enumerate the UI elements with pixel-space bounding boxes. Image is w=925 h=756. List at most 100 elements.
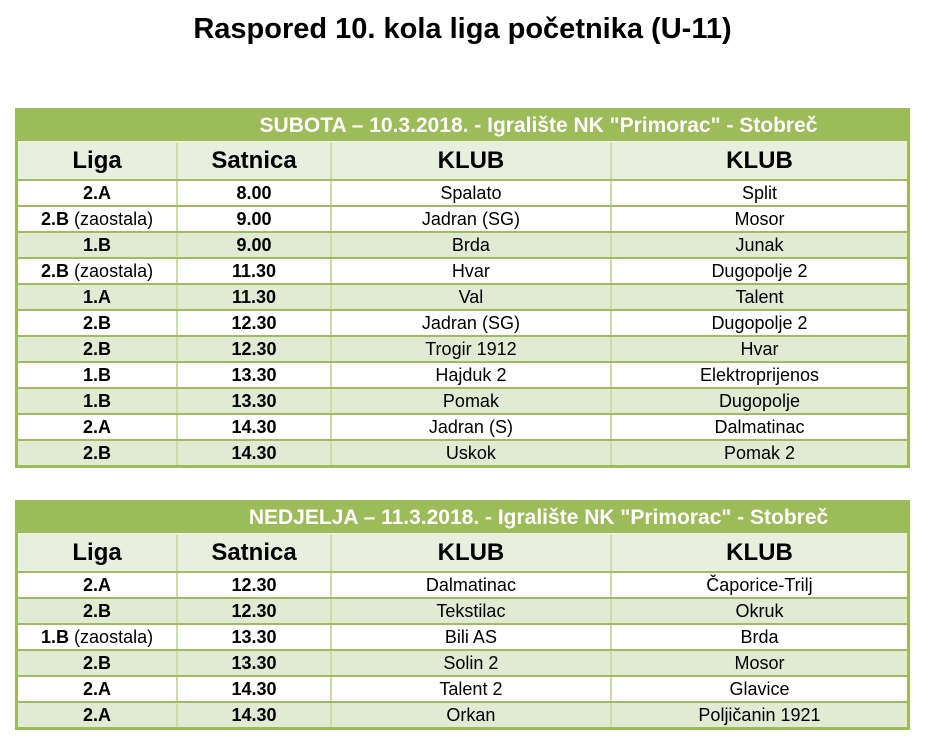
liga-cell: 2.A (18, 676, 179, 703)
schedule-table: NEDJELJA – 11.3.2018. - Igralište NK "Pr… (18, 503, 907, 727)
table-banner-row: NEDJELJA – 11.3.2018. - Igralište NK "Pr… (18, 503, 907, 535)
satnica-cell: 14.30 (177, 440, 332, 465)
satnica-cell: 13.30 (177, 650, 332, 677)
liga-cell: 1.A (18, 284, 179, 311)
klub-home-cell: Pomak (330, 388, 612, 415)
table-row: 2.A 14.30 Orkan Poljičanin 1921 (18, 702, 907, 727)
liga-value: 2.B (83, 312, 112, 333)
klub-home-cell: Jadran (SG) (330, 206, 612, 233)
liga-cell: 2.B (18, 650, 179, 677)
klub-home-cell: Bili AS (330, 624, 612, 651)
klub-away-cell: Mosor (610, 650, 907, 677)
klub-away-cell: Split (610, 180, 907, 207)
liga-value: 1.B (83, 390, 112, 411)
satnica-cell: 8.00 (177, 180, 332, 207)
liga-cell: 2.B (18, 440, 179, 465)
liga-value: 2.B (83, 600, 112, 621)
klub-away-cell: Brda (610, 624, 907, 651)
klub-home-cell: Jadran (SG) (330, 310, 612, 337)
satnica-cell: 13.30 (177, 388, 332, 415)
klub-away-cell: Glavice (610, 676, 907, 703)
table-body: 2.A 8.00 Spalato Split 2.B (zaostala) 9.00 Jad… (18, 180, 907, 465)
klub-home-cell: Uskok (330, 440, 612, 465)
klub-home-cell: Jadran (S) (330, 414, 612, 441)
satnica-cell: 12.30 (177, 572, 332, 599)
satnica-cell: 11.30 (177, 284, 332, 311)
liga-value: 2.A (83, 574, 112, 595)
liga-value: 1.B (83, 234, 112, 255)
table-row: 2.A 8.00 Spalato Split (18, 180, 907, 207)
schedule-table: SUBOTA – 10.3.2018. - Igralište NK "Prim… (18, 111, 907, 465)
klub-away-cell: Dugopolje (610, 388, 907, 415)
table-row: 2.B 13.30 Solin 2 Mosor (18, 650, 907, 677)
liga-note: (zaostala) (69, 208, 154, 229)
liga-cell: 1.B (18, 232, 179, 259)
liga-cell: 2.B (zaostala) (18, 206, 179, 233)
liga-value: 2.B (83, 442, 112, 463)
column-header-row: Liga Satnica KLUB KLUB (18, 534, 907, 573)
liga-value: 2.A (83, 416, 112, 437)
liga-value: 1.A (83, 286, 112, 307)
table-body: 2.A 12.30 Dalmatinac Čaporice-Trilj 2.B 12.30… (18, 572, 907, 727)
liga-value: 1.B (41, 626, 70, 647)
liga-value: 2.B (83, 652, 112, 673)
liga-cell: 1.B (18, 362, 179, 389)
liga-value: 2.B (83, 338, 112, 359)
column-header-row: Liga Satnica KLUB KLUB (18, 142, 907, 181)
liga-note: (zaostala) (69, 626, 154, 647)
banner-title: SUBOTA – 10.3.2018. - Igralište NK "Prim… (18, 111, 907, 143)
satnica-cell: 9.00 (177, 232, 332, 259)
table-row: 1.B 9.00 Brda Junak (18, 232, 907, 259)
liga-cell: 2.B (18, 310, 179, 337)
klub-home-cell: Hvar (330, 258, 612, 285)
column-header-klub-home: KLUB (330, 142, 612, 181)
satnica-cell: 14.30 (177, 702, 332, 727)
page-title: Raspored 10. kola liga početnika (U-11) (193, 13, 732, 45)
liga-cell: 2.A (18, 180, 179, 207)
klub-away-cell: Pomak 2 (610, 440, 907, 465)
klub-home-cell: Dalmatinac (330, 572, 612, 599)
column-header-klub-away: KLUB (610, 534, 907, 573)
liga-cell: 2.A (18, 414, 179, 441)
saturday-schedule-table: SUBOTA – 10.3.2018. - Igralište NK "Prim… (15, 108, 910, 468)
table-row: 2.B (zaostala) 9.00 Jadran (SG) Mosor (18, 206, 907, 233)
klub-away-cell: Čaporice-Trilj (610, 572, 907, 599)
table-row: 2.A 12.30 Dalmatinac Čaporice-Trilj (18, 572, 907, 599)
liga-value: 2.B (41, 208, 70, 229)
table-row: 1.B 13.30 Hajduk 2 Elektroprijenos (18, 362, 907, 389)
liga-value: 2.A (83, 678, 112, 699)
klub-away-cell: Okruk (610, 598, 907, 625)
klub-home-cell: Trogir 1912 (330, 336, 612, 363)
liga-cell: 1.B (18, 388, 179, 415)
banner-title: NEDJELJA – 11.3.2018. - Igralište NK "Pr… (18, 503, 907, 535)
klub-home-cell: Talent 2 (330, 676, 612, 703)
klub-home-cell: Orkan (330, 702, 612, 727)
table-row: 2.A 14.30 Jadran (S) Dalmatinac (18, 414, 907, 441)
table-row: 2.B 14.30 Uskok Pomak 2 (18, 440, 907, 465)
sunday-schedule-table: NEDJELJA – 11.3.2018. - Igralište NK "Pr… (15, 500, 910, 730)
liga-cell: 1.B (zaostala) (18, 624, 179, 651)
liga-value: 2.B (41, 260, 70, 281)
liga-cell: 2.B (18, 598, 179, 625)
satnica-cell: 14.30 (177, 414, 332, 441)
table-row: 1.B (zaostala) 13.30 Bili AS Brda (18, 624, 907, 651)
klub-away-cell: Dugopolje 2 (610, 310, 907, 337)
column-header-liga: Liga (18, 534, 179, 573)
klub-home-cell: Brda (330, 232, 612, 259)
table-row: 2.B 12.30 Jadran (SG) Dugopolje 2 (18, 310, 907, 337)
liga-cell: 2.A (18, 572, 179, 599)
klub-home-cell: Val (330, 284, 612, 311)
liga-cell: 2.B (zaostala) (18, 258, 179, 285)
satnica-cell: 12.30 (177, 598, 332, 625)
column-header-liga: Liga (18, 142, 179, 181)
klub-away-cell: Dalmatinac (610, 414, 907, 441)
table-row: 2.A 14.30 Talent 2 Glavice (18, 676, 907, 703)
satnica-cell: 13.30 (177, 624, 332, 651)
klub-home-cell: Solin 2 (330, 650, 612, 677)
satnica-cell: 11.30 (177, 258, 332, 285)
liga-note: (zaostala) (69, 260, 154, 281)
klub-away-cell: Poljičanin 1921 (610, 702, 907, 727)
klub-home-cell: Tekstilac (330, 598, 612, 625)
satnica-cell: 12.30 (177, 336, 332, 363)
column-header-satnica: Satnica (177, 142, 332, 181)
